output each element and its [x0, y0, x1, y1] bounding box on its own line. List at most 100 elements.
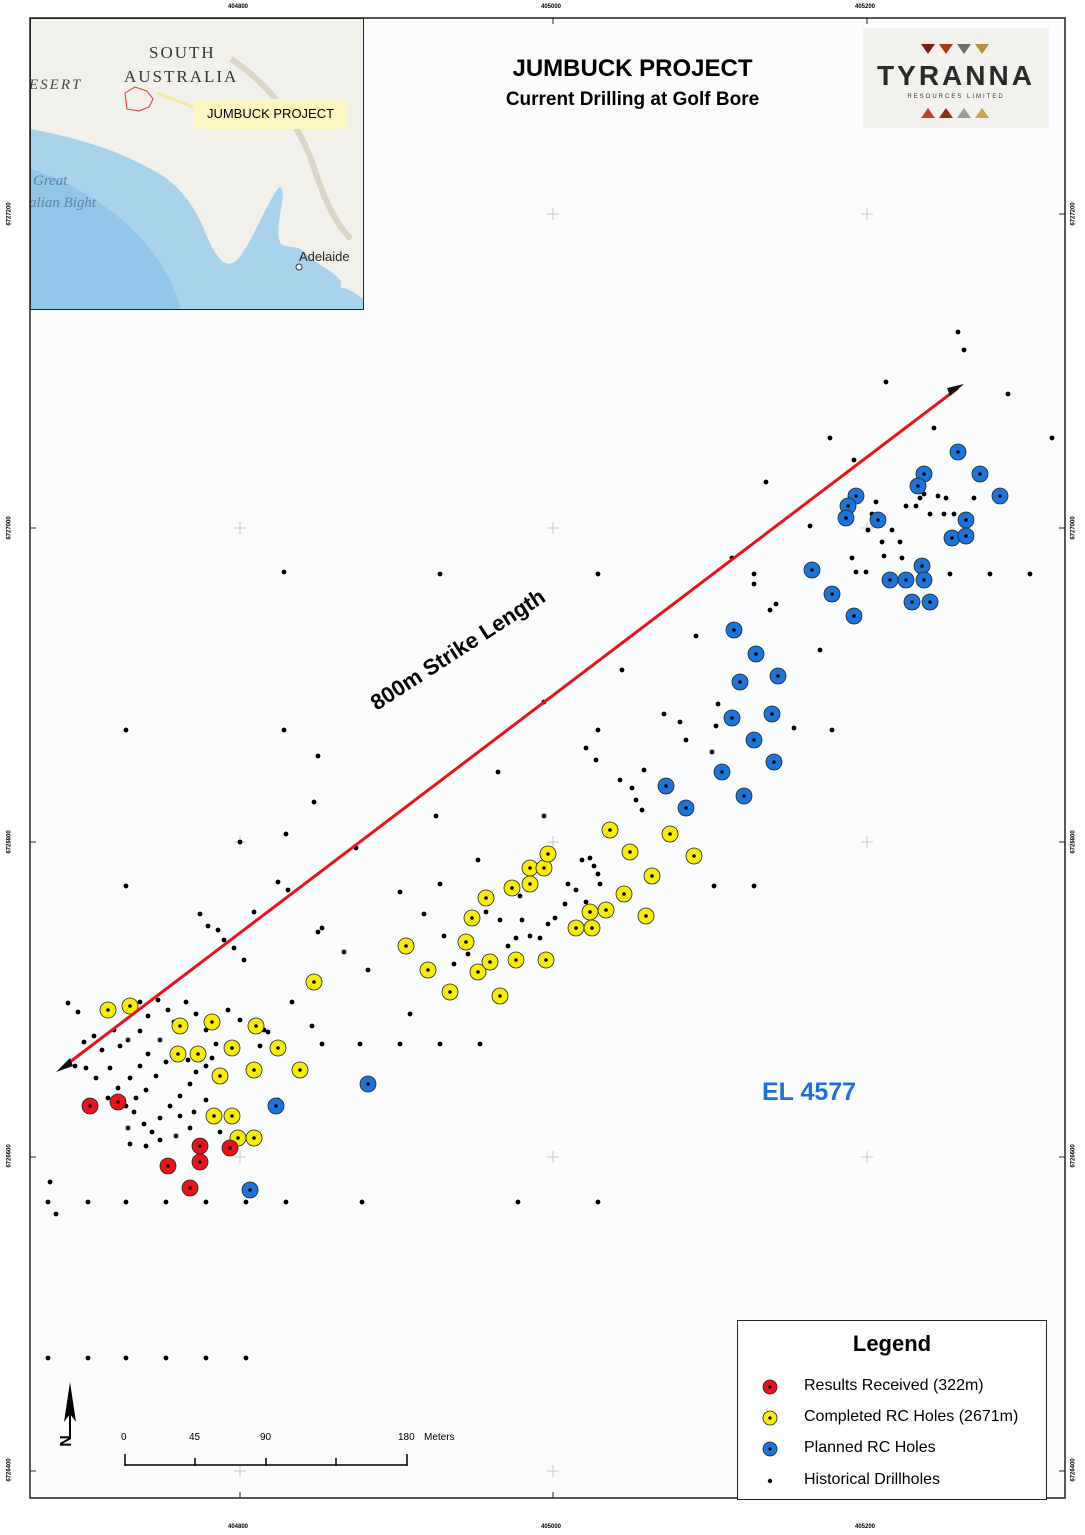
- historical-drillhole: [693, 633, 699, 639]
- planned-rc-hole: [881, 571, 899, 589]
- grid-label-bottom-3: 405200: [855, 1524, 876, 1530]
- historical-drillhole: [359, 1199, 365, 1205]
- historical-drillhole: [203, 1199, 209, 1205]
- historical-drillhole: [987, 571, 993, 577]
- historical-drillhole: [595, 871, 601, 877]
- historical-drillhole: [45, 1199, 51, 1205]
- map-title-block: JUMBUCK PROJECT Current Drilling at Golf…: [440, 55, 825, 111]
- planned-rc-hole: [823, 585, 841, 603]
- historical-drillhole: [123, 883, 129, 889]
- historical-drillhole: [897, 539, 903, 545]
- north-arrow: N: [58, 1382, 90, 1462]
- historical-drillhole: [319, 1041, 325, 1047]
- historical-drillhole: [433, 813, 439, 819]
- historical-drillhole: [829, 727, 835, 733]
- planned-rc-hole: [747, 645, 765, 663]
- grid-cross: [547, 208, 559, 220]
- historical-drillhole: [421, 911, 427, 917]
- historical-drillhole: [617, 777, 623, 783]
- historical-drillhole: [203, 1063, 209, 1069]
- historical-drillhole: [165, 1007, 171, 1013]
- historical-drillhole: [173, 1133, 179, 1139]
- map-title: JUMBUCK PROJECT: [512, 55, 753, 82]
- historical-drillhole: [285, 887, 291, 893]
- completed-rc-hole: [685, 847, 703, 865]
- historical-drillhole: [583, 745, 589, 751]
- historical-drillhole: [365, 967, 371, 973]
- historical-drillhole: [237, 839, 243, 845]
- grid-cross: [234, 1465, 246, 1477]
- historical-drillhole: [565, 881, 571, 887]
- planned-rc-hole: [763, 705, 781, 723]
- historical-drillhole: [465, 951, 471, 957]
- completed-rc-hole: [457, 933, 475, 951]
- completed-marker-icon: [762, 1410, 778, 1426]
- historical-drillhole: [309, 1023, 315, 1029]
- historical-drillhole: [157, 1137, 163, 1143]
- historical-drillhole: [397, 1041, 403, 1047]
- historical-drillhole: [357, 1041, 363, 1047]
- legend-label-planned: Planned RC Holes: [804, 1439, 936, 1456]
- historical-drillhole: [709, 749, 715, 755]
- historical-drillhole: [257, 1043, 263, 1049]
- historical-drillhole: [213, 1041, 219, 1047]
- historical-drillhole: [217, 1129, 223, 1135]
- historical-drillhole: [437, 571, 443, 577]
- historical-drillhole: [639, 807, 645, 813]
- planned-rc-hole: [943, 529, 961, 547]
- historical-drillhole: [145, 1051, 151, 1057]
- strike-arrow: [56, 384, 964, 1072]
- completed-rc-hole: [537, 951, 555, 969]
- historical-drillhole: [591, 863, 597, 869]
- completed-rc-holes: [99, 821, 703, 1147]
- completed-rc-hole: [637, 907, 655, 925]
- completed-rc-hole: [305, 973, 323, 991]
- grid-label-right-1: 6727200: [1070, 202, 1077, 226]
- historical-drillhole: [562, 901, 568, 907]
- historical-drillhole: [137, 999, 143, 1005]
- historical-drillhole: [903, 503, 909, 509]
- historical-drillhole: [881, 553, 887, 559]
- scale-tick-180: 180: [398, 1432, 415, 1443]
- completed-rc-hole: [521, 875, 539, 893]
- grid-label-top-1: 404800: [228, 4, 249, 10]
- tyranna-logo: TYRANNA RESOURCES LIMITED: [863, 28, 1049, 128]
- planned-rc-hole: [903, 593, 921, 611]
- historical-drillhole: [177, 1093, 183, 1099]
- grid-cross: [861, 208, 873, 220]
- completed-rc-hole: [269, 1039, 287, 1057]
- legend-label-completed: Completed RC Holes (2671m): [804, 1408, 1019, 1425]
- planned-rc-hole: [765, 753, 783, 771]
- historical-drillhole: [595, 571, 601, 577]
- historical-drillhole: [191, 1109, 197, 1115]
- completed-rc-hole: [419, 961, 437, 979]
- grid-label-right-3: 6726800: [1070, 830, 1077, 854]
- completed-rc-hole: [481, 953, 499, 971]
- historical-drillhole: [763, 479, 769, 485]
- inset-state-label-1: SOUTH: [149, 43, 216, 62]
- completed-rc-hole: [539, 845, 557, 863]
- historical-drillhole: [221, 937, 227, 943]
- grid-crosses: [234, 208, 873, 1477]
- historical-drillhole: [183, 999, 189, 1005]
- historical-drillhole: [283, 1199, 289, 1205]
- results-received-hole: [191, 1137, 209, 1155]
- historical-drillhole: [187, 1081, 193, 1087]
- historical-drillhole: [633, 797, 639, 803]
- historical-drillhole: [157, 1115, 163, 1121]
- historical-drillhole: [629, 785, 635, 791]
- historical-drillhole: [483, 909, 489, 915]
- planned-rc-hole: [803, 561, 821, 579]
- historical-drillhole: [913, 503, 919, 509]
- historical-drillhole: [935, 493, 941, 499]
- historical-drillhole: [1027, 571, 1033, 577]
- completed-rc-hole: [567, 919, 585, 937]
- historical-drillhole: [203, 1097, 209, 1103]
- historical-drillhole: [133, 1095, 139, 1101]
- grid-cross: [861, 1151, 873, 1163]
- completed-rc-hole: [535, 859, 553, 877]
- scale-bar-lines: [124, 1454, 408, 1466]
- completed-rc-hole: [661, 825, 679, 843]
- grid-cross: [547, 1151, 559, 1163]
- historical-drillhole: [773, 601, 779, 607]
